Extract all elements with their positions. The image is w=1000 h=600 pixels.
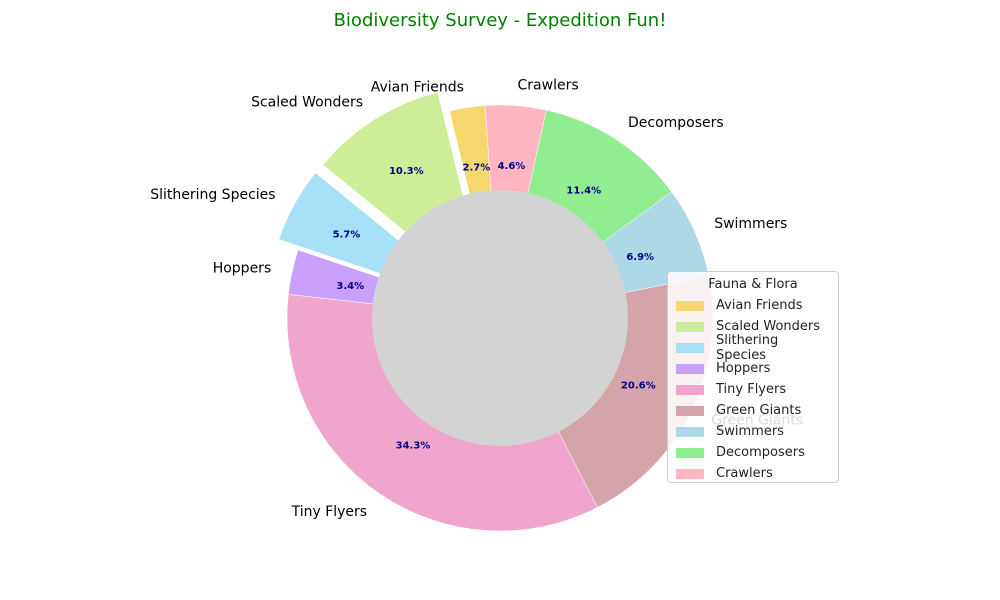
category-label-scaled-wonders: Scaled Wonders bbox=[251, 94, 363, 110]
percent-label-scaled-wonders: 10.3% bbox=[389, 166, 424, 177]
legend-label: Crawlers bbox=[716, 466, 773, 481]
legend-swatch bbox=[676, 300, 704, 311]
legend-label: Green Giants bbox=[716, 403, 802, 418]
legend-swatch bbox=[676, 342, 704, 353]
legend-label: Decomposers bbox=[716, 445, 805, 460]
legend-item-swimmers: Swimmers bbox=[676, 421, 830, 442]
legend-swatch bbox=[676, 363, 704, 374]
category-label-hoppers: Hoppers bbox=[213, 260, 272, 276]
percent-label-tiny-flyers: 34.3% bbox=[396, 440, 431, 451]
percent-label-swimmers: 6.9% bbox=[626, 252, 654, 263]
legend-item-slithering-species: Slithering Species bbox=[676, 333, 830, 363]
category-label-avian-friends: Avian Friends bbox=[371, 79, 464, 95]
legend-swatch bbox=[676, 384, 704, 395]
legend: Fauna & Flora Avian Friends Scaled Wonder… bbox=[667, 271, 839, 483]
legend-label: Slithering Species bbox=[716, 332, 779, 363]
percent-label-green-giants: 20.6% bbox=[621, 380, 656, 391]
category-label-decomposers: Decomposers bbox=[628, 115, 724, 131]
legend-title: Fauna & Flora bbox=[708, 277, 798, 292]
legend-item-tiny-flyers: Tiny Flyers bbox=[676, 379, 830, 400]
percent-label-decomposers: 11.4% bbox=[566, 186, 601, 197]
percent-label-slithering-species: 5.7% bbox=[333, 229, 361, 240]
legend-item-avian-friends: Avian Friends bbox=[676, 295, 830, 316]
percent-labels-group: 2.7% 10.3% 5.7% 3.4% 34.3% 20.6% 6.9% 11.4% 4.6% bbox=[333, 161, 656, 451]
legend-item-scaled-wonders: Scaled Wonders bbox=[676, 316, 830, 337]
category-label-crawlers: Crawlers bbox=[518, 77, 579, 93]
category-label-tiny-flyers: Tiny Flyers bbox=[291, 504, 368, 520]
percent-label-crawlers: 4.6% bbox=[498, 161, 526, 172]
legend-item-hoppers: Hoppers bbox=[676, 358, 830, 379]
legend-item-crawlers: Crawlers bbox=[676, 463, 830, 484]
legend-label: Avian Friends bbox=[716, 298, 803, 313]
legend-label: Swimmers bbox=[716, 424, 784, 439]
category-label-swimmers: Swimmers bbox=[714, 216, 787, 232]
chart-title: Biodiversity Survey - Expedition Fun! bbox=[333, 10, 667, 31]
donut-center bbox=[372, 190, 628, 446]
legend-item-decomposers: Decomposers bbox=[676, 442, 830, 463]
percent-label-avian-friends: 2.7% bbox=[462, 162, 490, 173]
legend-label: Scaled Wonders bbox=[716, 319, 821, 334]
legend-items: Avian Friends Scaled Wonders Slithering Sp… bbox=[676, 295, 830, 484]
legend-swatch bbox=[676, 405, 704, 416]
category-label-slithering-species: Slithering Species bbox=[150, 187, 275, 203]
legend-swatch bbox=[676, 321, 704, 332]
legend-swatch bbox=[676, 426, 704, 437]
legend-label: Hoppers bbox=[716, 361, 771, 376]
legend-item-green-giants: Green Giants bbox=[676, 400, 830, 421]
percent-label-hoppers: 3.4% bbox=[336, 281, 364, 292]
legend-swatch bbox=[676, 468, 704, 479]
legend-label: Tiny Flyers bbox=[716, 382, 787, 397]
legend-swatch bbox=[676, 447, 704, 458]
